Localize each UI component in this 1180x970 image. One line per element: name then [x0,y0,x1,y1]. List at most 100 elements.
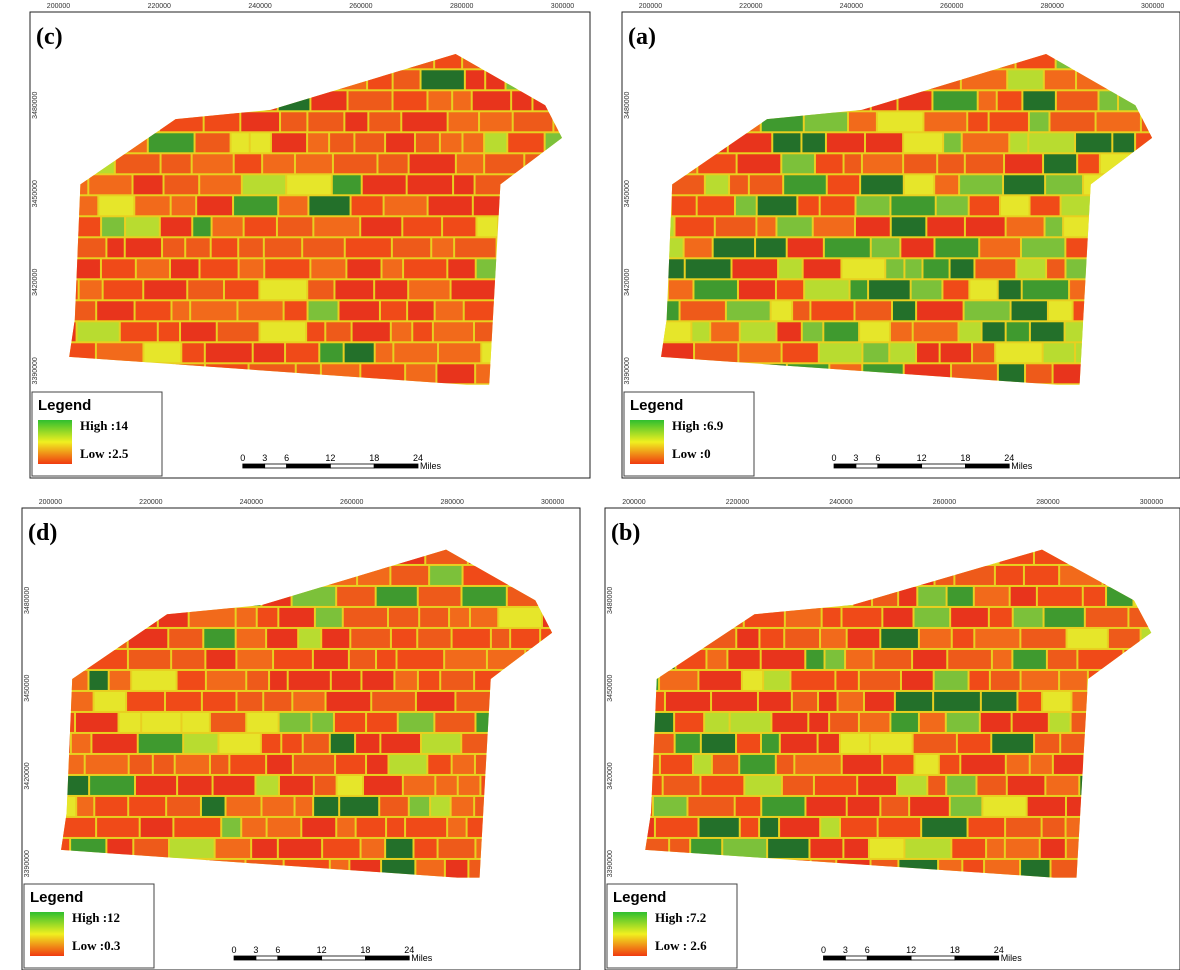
field [820,343,862,362]
field [309,196,349,215]
field [821,196,855,215]
field [307,322,324,341]
field [362,839,385,858]
field [362,671,393,690]
field [816,154,843,173]
field [656,818,698,837]
field [777,755,794,774]
field [419,671,439,690]
x-coordinate-label: 280000 [441,499,464,506]
field [875,650,912,669]
scale-label: 18 [960,453,970,463]
field [141,818,173,837]
field [452,797,474,816]
field [844,839,868,858]
field [267,629,297,648]
field [178,671,205,690]
field [809,713,828,732]
field [428,91,451,110]
field [661,755,692,774]
field [951,259,974,278]
field [280,776,313,795]
y-coordinate-label: 3420000 [32,269,39,296]
x-coordinate-label: 240000 [840,3,863,10]
field [431,797,450,816]
scale-label: 18 [369,453,379,463]
field [901,238,933,257]
field [159,322,179,341]
y-coordinate-label: 3390000 [624,357,631,384]
field [1041,839,1065,858]
field [743,671,762,690]
field [975,587,1009,606]
field [92,734,136,753]
field [462,587,505,606]
field [202,797,225,816]
scale-segment [256,956,278,960]
field [891,322,912,341]
field [935,175,958,194]
field [737,734,760,753]
field [77,238,105,257]
field [346,238,391,257]
field [1084,587,1105,606]
field [1050,112,1094,131]
scale-unit: Miles [1011,461,1033,471]
field [214,776,255,795]
field [688,797,733,816]
x-coordinate-label: 240000 [248,3,271,10]
field [120,713,141,732]
field [685,238,712,257]
field [845,154,861,173]
field [265,238,301,257]
field [973,343,994,362]
field [762,734,779,753]
field [1007,755,1029,774]
figure: 2000002200002400002600002800003000003480… [0,0,1180,970]
scale-unit: Miles [420,461,442,471]
field [377,587,417,606]
field [237,650,272,669]
x-coordinate-label: 220000 [148,3,171,10]
field [928,776,945,795]
scale-label: 6 [875,453,880,463]
field [686,259,731,278]
field [863,343,888,362]
field [927,217,964,236]
field [387,818,404,837]
scale-label: 12 [906,945,916,955]
legend-title: Legend [613,889,666,906]
field [788,238,823,257]
field [806,797,845,816]
field [299,629,320,648]
field [723,839,766,858]
field [331,734,354,753]
scale-label: 12 [325,453,335,463]
field [676,734,700,753]
field [279,196,307,215]
field [258,608,278,627]
field [732,259,777,278]
field [166,692,201,711]
field [1008,70,1043,89]
field [777,217,811,236]
scale-segment [845,956,867,960]
field [819,734,839,753]
field [369,112,400,131]
field [777,322,800,341]
field [381,734,420,753]
field [428,755,450,774]
scale-label: 3 [843,945,848,955]
field [923,259,948,278]
field [213,217,243,236]
field [1030,112,1049,131]
field [90,776,134,795]
field [218,322,259,341]
field [890,343,915,362]
field [323,839,359,858]
field [961,755,1005,774]
field [998,91,1022,110]
field [212,238,238,257]
field [335,280,373,299]
field [676,217,714,236]
